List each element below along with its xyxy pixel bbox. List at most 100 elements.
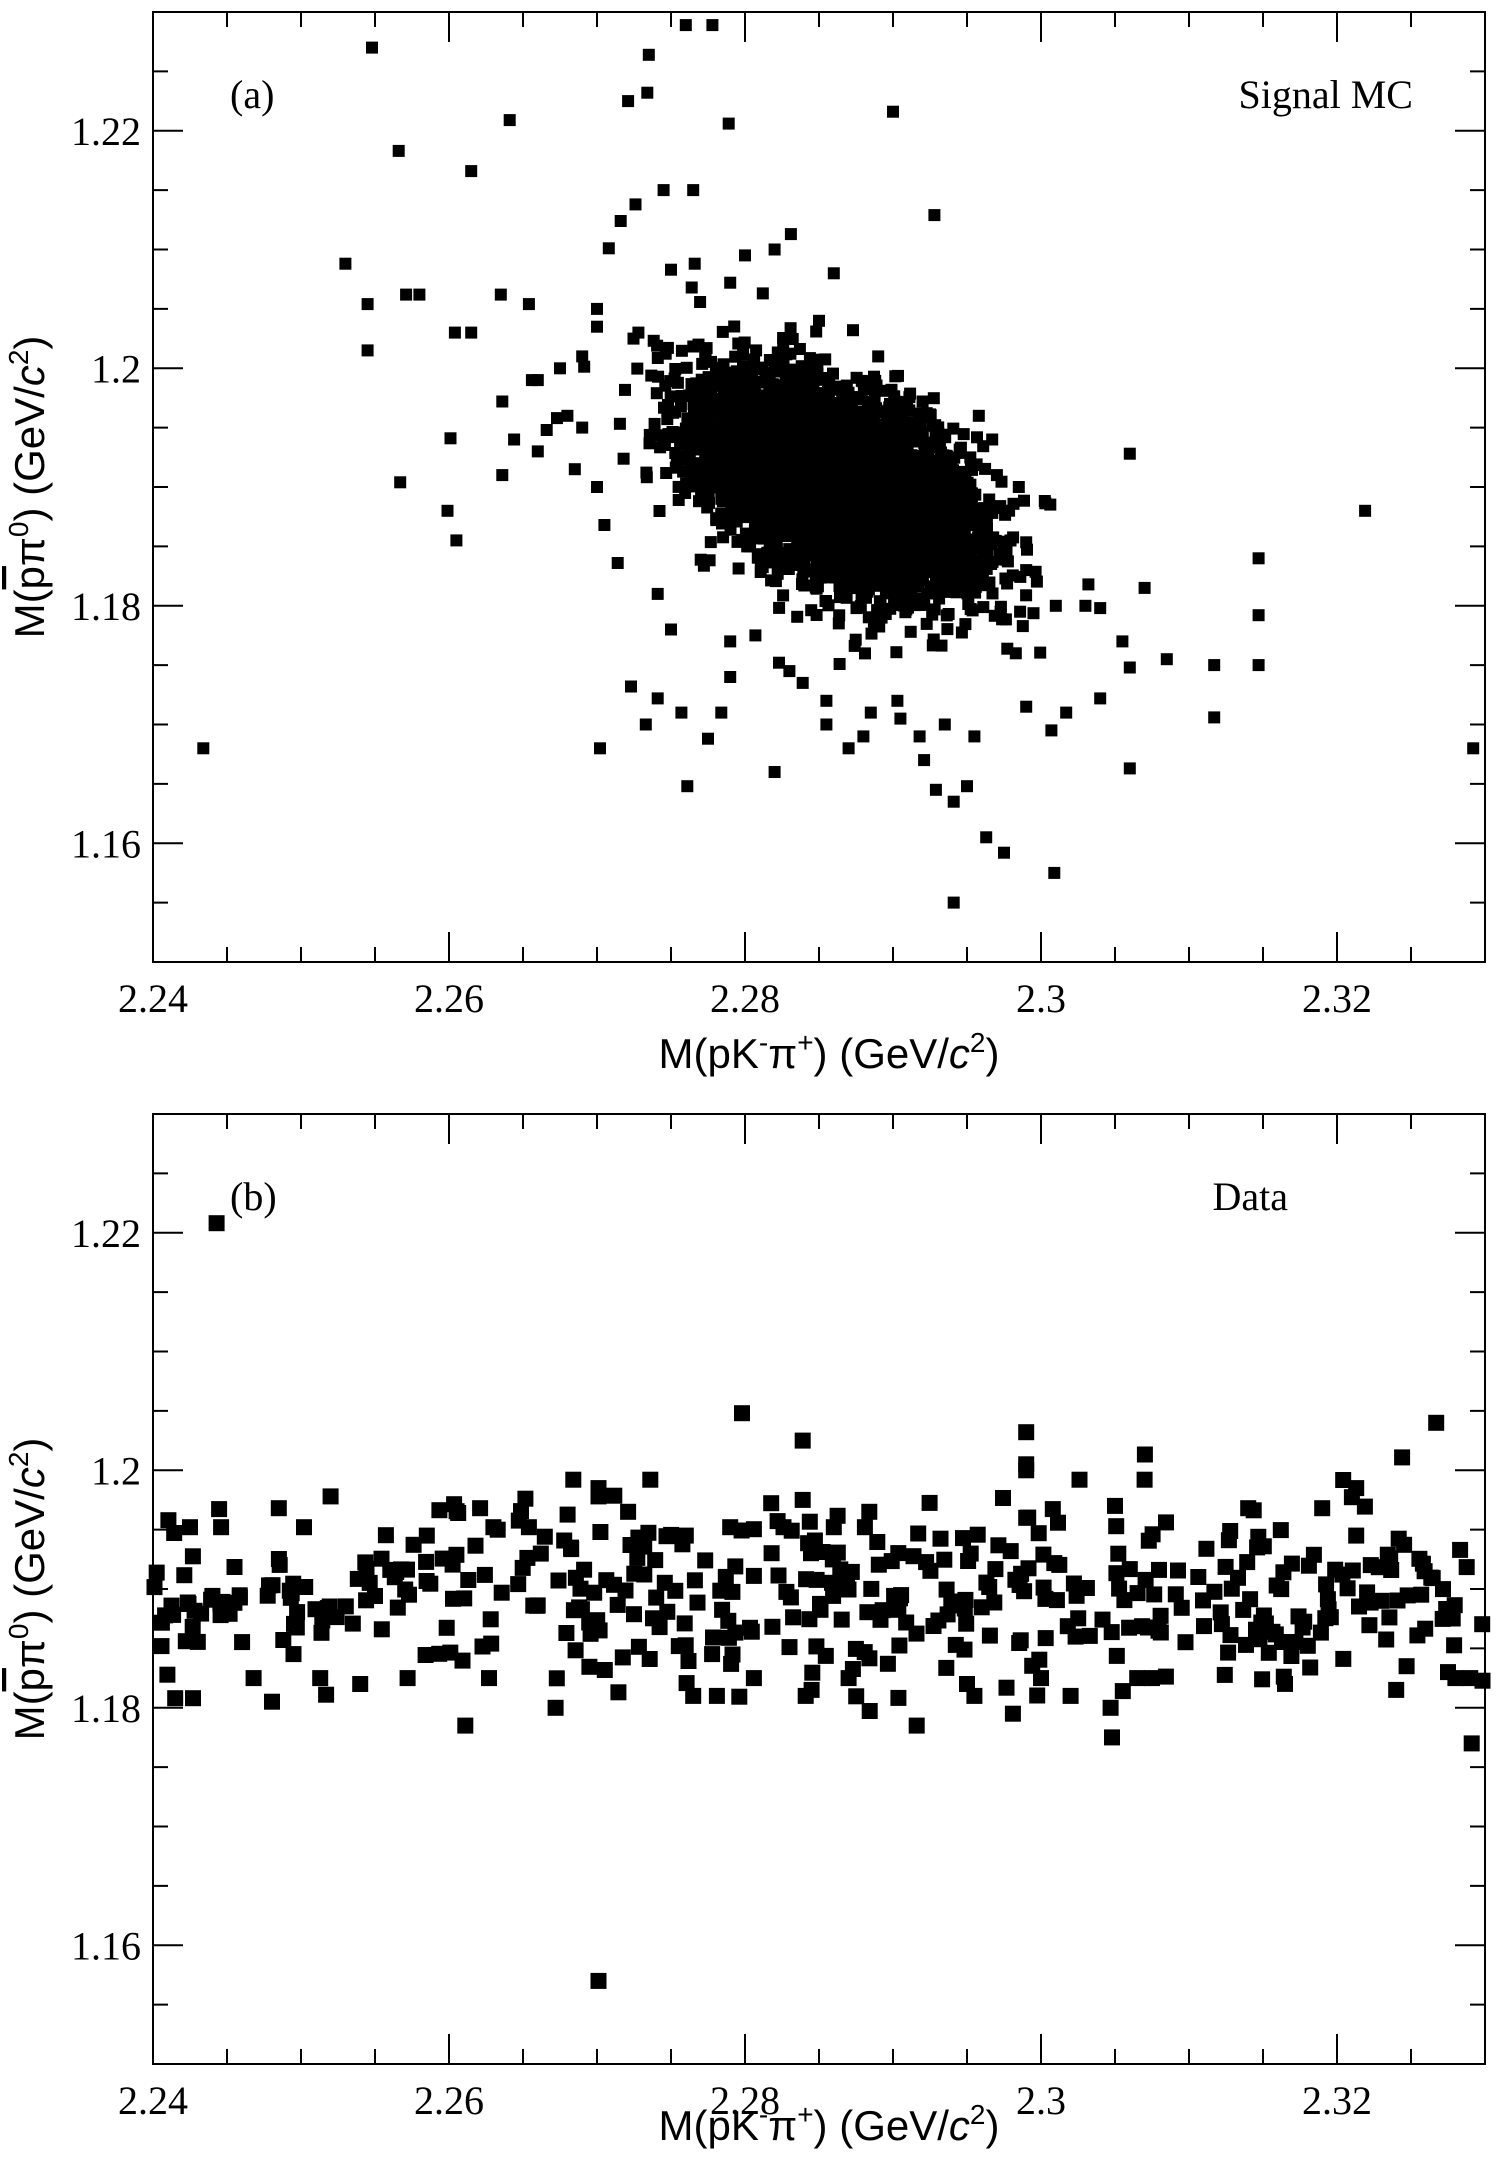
data-point bbox=[783, 543, 795, 555]
data-point bbox=[859, 647, 871, 659]
data-point bbox=[940, 521, 952, 533]
data-point bbox=[591, 481, 603, 493]
data-point bbox=[445, 432, 457, 444]
data-point bbox=[767, 378, 779, 390]
data-point bbox=[618, 453, 630, 465]
data-point bbox=[1001, 578, 1013, 590]
data-point bbox=[667, 1583, 683, 1599]
data-point bbox=[973, 410, 985, 422]
data-point bbox=[936, 429, 948, 441]
data-point bbox=[1031, 1652, 1047, 1668]
data-point bbox=[418, 1554, 434, 1570]
data-point bbox=[649, 418, 661, 430]
data-point bbox=[847, 324, 859, 336]
data-point bbox=[773, 657, 785, 669]
data-point bbox=[938, 549, 950, 561]
data-point bbox=[948, 796, 960, 808]
data-point bbox=[830, 511, 842, 523]
data-point bbox=[504, 114, 516, 126]
data-point bbox=[752, 549, 764, 561]
data-point bbox=[696, 421, 708, 433]
data-point bbox=[495, 289, 507, 301]
data-point bbox=[830, 1545, 846, 1561]
data-point bbox=[510, 1576, 526, 1592]
data-point bbox=[886, 1588, 902, 1604]
data-point bbox=[227, 1559, 243, 1575]
data-point bbox=[1060, 707, 1072, 719]
data-point bbox=[765, 574, 777, 586]
data-point bbox=[750, 461, 762, 473]
data-point bbox=[783, 665, 795, 677]
data-point bbox=[948, 1637, 964, 1653]
data-point bbox=[640, 467, 652, 479]
data-point bbox=[973, 521, 985, 533]
data-point bbox=[687, 184, 699, 196]
data-point bbox=[1378, 1632, 1394, 1648]
data-point bbox=[717, 531, 729, 543]
data-point bbox=[780, 475, 792, 487]
data-point bbox=[843, 742, 855, 754]
data-point bbox=[1283, 1648, 1299, 1664]
data-point bbox=[745, 503, 757, 515]
data-point bbox=[874, 544, 886, 556]
data-point bbox=[865, 530, 877, 542]
data-point bbox=[842, 507, 854, 519]
x-tick-label: 2.24 bbox=[118, 976, 188, 1021]
data-point bbox=[739, 386, 751, 398]
data-point bbox=[930, 784, 942, 796]
data-point bbox=[880, 608, 892, 620]
panel-label: (a) bbox=[230, 72, 274, 117]
data-point bbox=[261, 1577, 277, 1593]
data-point bbox=[961, 780, 973, 792]
data-point bbox=[449, 327, 461, 339]
data-point bbox=[955, 1530, 971, 1546]
data-point bbox=[785, 1609, 801, 1625]
data-point bbox=[450, 534, 462, 546]
data-point bbox=[827, 424, 839, 436]
data-point bbox=[1474, 1616, 1490, 1632]
data-point bbox=[610, 1684, 626, 1700]
data-point bbox=[723, 118, 735, 130]
x-tick-label: 2.3 bbox=[1016, 976, 1066, 1021]
y-axis-title: M(pπ0) (GeV/c2) bbox=[3, 336, 53, 639]
data-point bbox=[899, 446, 911, 458]
data-point bbox=[928, 634, 940, 646]
data-point bbox=[923, 485, 935, 497]
data-point bbox=[625, 681, 637, 693]
data-point bbox=[777, 332, 789, 344]
data-point bbox=[1170, 1563, 1186, 1579]
data-point bbox=[1208, 711, 1220, 723]
data-point bbox=[1094, 602, 1106, 614]
data-point bbox=[797, 677, 809, 689]
data-point bbox=[665, 264, 677, 276]
data-point bbox=[1020, 536, 1032, 548]
data-point bbox=[899, 428, 911, 440]
data-point bbox=[652, 588, 664, 600]
data-point bbox=[872, 350, 884, 362]
data-point bbox=[1020, 701, 1032, 713]
data-point bbox=[995, 606, 1007, 618]
data-point bbox=[283, 1590, 299, 1606]
data-point bbox=[1452, 1542, 1468, 1558]
data-point bbox=[710, 362, 722, 374]
data-point bbox=[743, 368, 755, 380]
data-point bbox=[576, 350, 588, 362]
data-point bbox=[591, 321, 603, 333]
data-point bbox=[811, 545, 823, 557]
data-point bbox=[918, 754, 930, 766]
data-point bbox=[632, 327, 644, 339]
y-tick-label: 1.16 bbox=[71, 821, 141, 866]
data-point bbox=[861, 486, 873, 498]
data-point bbox=[1017, 620, 1029, 632]
data-point bbox=[569, 463, 581, 475]
data-point bbox=[711, 405, 723, 417]
data-point bbox=[1039, 495, 1051, 507]
data-point bbox=[1048, 867, 1060, 879]
data-point bbox=[578, 361, 590, 373]
x-tick-label: 2.32 bbox=[1302, 2078, 1372, 2123]
data-point bbox=[830, 467, 842, 479]
data-point bbox=[935, 535, 947, 547]
data-point bbox=[863, 1581, 879, 1597]
data-point bbox=[1373, 1593, 1389, 1609]
